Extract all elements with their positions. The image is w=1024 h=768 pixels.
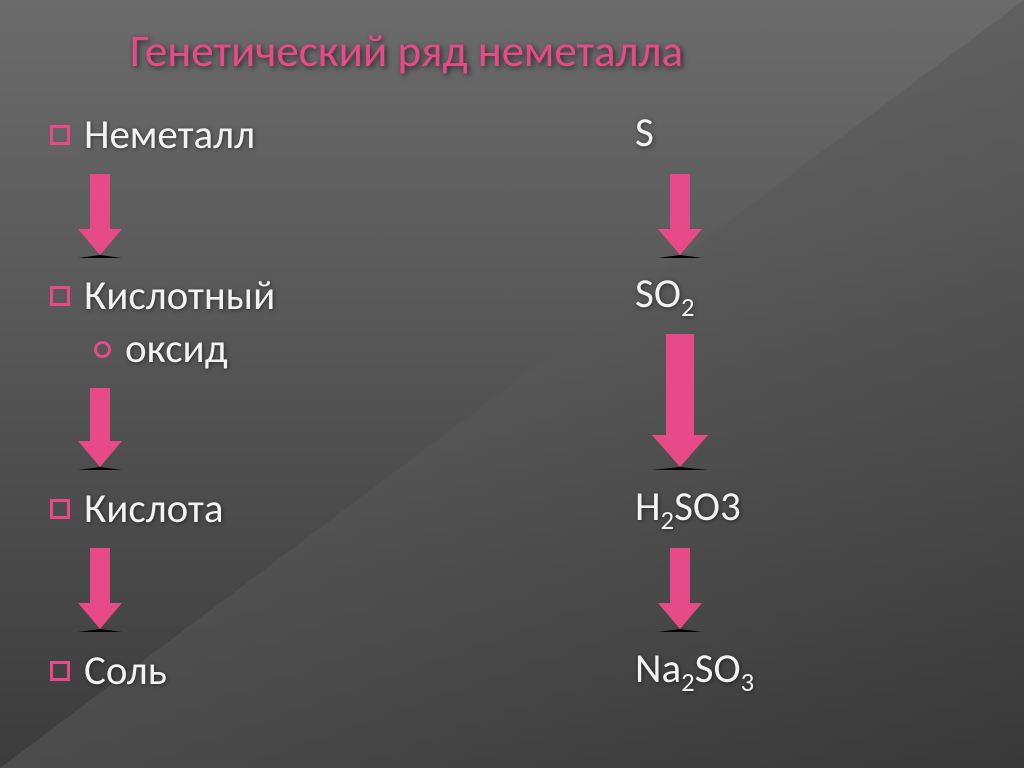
content-layer: Генетический ряд неметалла Неметалл Кисло… xyxy=(0,0,1024,768)
label-text: Соль xyxy=(84,646,167,696)
formula: H2SO3 xyxy=(635,482,741,532)
formula: Na2SO3 xyxy=(635,644,754,694)
bullet-square-icon xyxy=(50,661,70,681)
label-text: оксид xyxy=(125,324,228,374)
slide-title: Генетический ряд неметалла xyxy=(130,24,683,79)
arrow-down-icon xyxy=(658,548,702,632)
arrow-down-icon xyxy=(78,548,122,632)
left-label-row: Соль xyxy=(50,646,167,696)
formula: SO2 xyxy=(635,269,695,319)
arrow-down-icon xyxy=(78,174,122,258)
slide: Генетический ряд неметалла Неметалл Кисло… xyxy=(0,0,1024,768)
left-label-row: Кислота xyxy=(50,484,224,534)
arrow-down-icon xyxy=(78,388,122,470)
bullet-square-icon xyxy=(50,499,70,519)
left-label-row: Кислотный xyxy=(50,271,275,321)
left-label-row: Неметалл xyxy=(50,110,255,160)
label-text: Кислотный xyxy=(84,271,275,321)
bullet-square-icon xyxy=(50,286,70,306)
bullet-square-icon xyxy=(50,125,70,145)
left-label-row: оксид xyxy=(94,324,228,374)
formula: S xyxy=(635,108,654,158)
label-text: Неметалл xyxy=(84,110,255,160)
arrow-down-icon xyxy=(652,334,708,470)
bullet-circle-icon xyxy=(94,341,111,358)
arrow-down-icon xyxy=(658,174,702,258)
label-text: Кислота xyxy=(84,484,224,534)
